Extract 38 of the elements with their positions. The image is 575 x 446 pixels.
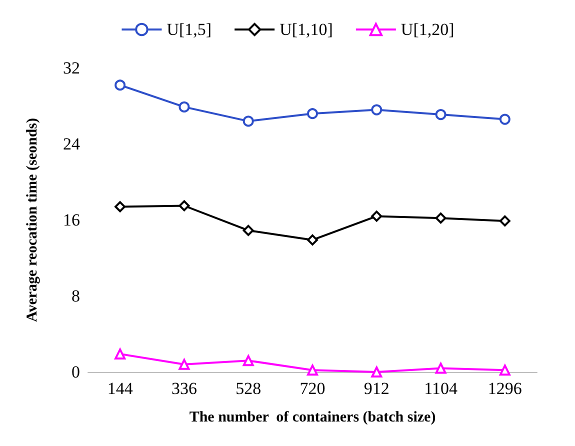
x-tick-label: 1296 (488, 379, 522, 398)
point (371, 210, 382, 222)
x-tick-label: 912 (364, 379, 390, 398)
x-tick-label: 144 (107, 379, 134, 398)
point (499, 215, 510, 226)
point (242, 116, 254, 127)
x-tick-label: 1104 (424, 379, 458, 398)
point (499, 364, 510, 376)
point (178, 200, 190, 212)
point (371, 366, 382, 378)
point (435, 109, 446, 120)
legend-label: U[1,20] (400, 20, 454, 39)
point (114, 348, 126, 360)
x-axis-title: The number of containers (batch size) (189, 410, 436, 426)
legend-label: U[1,10] (280, 20, 333, 39)
y-tick-label: 0 (72, 362, 80, 382)
point (242, 355, 254, 366)
point (114, 80, 126, 91)
y-axis-title: Average reocation time (seonds) (24, 118, 40, 322)
y-tick-label: 16 (63, 210, 80, 230)
x-tick-label: 720 (300, 379, 326, 398)
point (307, 108, 318, 120)
x-tick-label: 336 (171, 379, 197, 398)
point (435, 362, 446, 374)
legend-label: U[1,5] (166, 20, 212, 39)
point (499, 114, 510, 125)
y-tick-label: 8 (72, 286, 80, 306)
point (307, 234, 318, 246)
point (178, 101, 190, 112)
point (242, 224, 254, 236)
point (178, 358, 190, 370)
y-tick-label: 24 (63, 134, 80, 154)
point (114, 201, 126, 212)
point (307, 364, 318, 376)
point (371, 104, 382, 116)
x-tick-label: 528 (236, 379, 262, 398)
point (435, 212, 446, 224)
y-tick-label: 32 (63, 58, 80, 78)
